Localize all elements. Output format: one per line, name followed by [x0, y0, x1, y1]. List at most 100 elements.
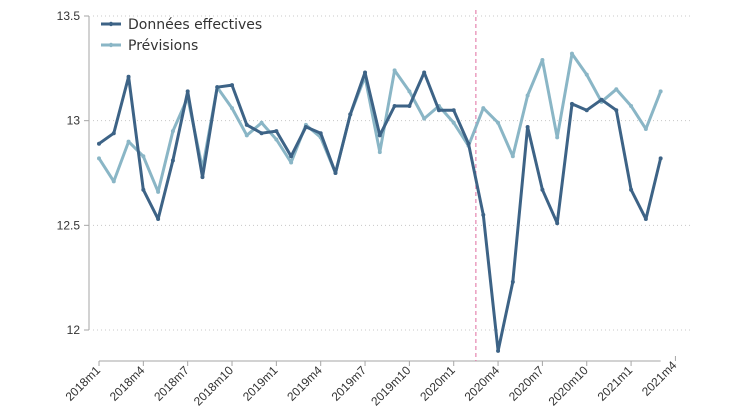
data-point [185, 89, 190, 94]
data-point [555, 135, 560, 140]
data-point [422, 116, 427, 121]
x-tick-label: 2019m4 [284, 363, 325, 404]
data-point [422, 70, 427, 75]
data-point [525, 124, 530, 129]
x-tick-label: 2019m1 [240, 363, 281, 404]
data-point [215, 85, 220, 90]
series-line [97, 52, 663, 194]
x-tick-label: 2019m10 [368, 363, 414, 409]
legend-marker-actual [108, 21, 114, 27]
y-tick-label: 12.5 [57, 218, 81, 232]
x-tick-label: 2018m7 [151, 363, 192, 404]
data-point [156, 217, 161, 222]
x-tick-label: 2021m1 [595, 363, 636, 404]
data-point [111, 131, 116, 136]
series-group [97, 51, 663, 353]
data-point [200, 175, 205, 180]
data-point [289, 154, 294, 159]
data-point [377, 133, 382, 138]
data-point [569, 51, 574, 56]
data-point [377, 150, 382, 155]
data-point [274, 137, 279, 142]
x-tick-label: 2020m10 [546, 363, 592, 409]
x-tick-label: 2020m1 [417, 363, 458, 404]
y-tick-label: 13 [67, 114, 81, 128]
data-point [289, 160, 294, 165]
x-tick-label: 2018m10 [191, 363, 237, 409]
x-tick-label: 2018m4 [107, 363, 148, 404]
x-tick-label: 2020m7 [506, 363, 547, 404]
x-tick-label: 2020m4 [462, 363, 503, 404]
data-point [392, 104, 397, 109]
legend-label-forecast: Prévisions [128, 38, 198, 54]
data-point [569, 101, 574, 106]
data-point [643, 127, 648, 132]
data-point [540, 57, 545, 62]
data-point [407, 104, 412, 109]
data-point [348, 112, 353, 117]
data-point [555, 221, 560, 226]
data-point [510, 154, 515, 159]
x-ticks: 2018m1 2018m4 2018m7 2018m10 2019m1 2019m4 201… [63, 356, 680, 409]
legend: Données effectives Prévisions [101, 17, 262, 54]
data-point [230, 83, 235, 88]
data-point [392, 68, 397, 73]
data-point [481, 212, 486, 217]
data-point [643, 217, 648, 222]
data-point [496, 120, 501, 125]
data-point [259, 131, 264, 136]
data-point [170, 158, 175, 163]
data-point [244, 133, 249, 138]
data-point [156, 189, 161, 194]
data-point [540, 187, 545, 192]
data-point [363, 70, 368, 75]
data-point [407, 89, 412, 94]
data-point [658, 89, 663, 94]
data-point [629, 104, 634, 109]
data-point [141, 154, 146, 159]
data-point [614, 87, 619, 92]
x-tick-label: 2019m7 [329, 363, 370, 404]
data-point [141, 187, 146, 192]
data-point [126, 139, 131, 144]
legend-marker-forecast [108, 42, 114, 48]
data-point [451, 108, 456, 113]
data-point [97, 141, 101, 146]
x-tick-label: 2021m4 [639, 358, 680, 399]
x-tick-label: 2018m1 [63, 363, 104, 404]
gridlines [93, 15, 690, 331]
data-point [525, 93, 530, 98]
data-point [259, 120, 264, 125]
data-point [126, 74, 131, 79]
data-point [318, 131, 323, 136]
y-tick-label: 13.5 [57, 9, 81, 23]
data-point [629, 187, 634, 192]
data-point [584, 72, 589, 77]
data-point [303, 124, 308, 129]
legend-label-actual: Données effectives [128, 17, 262, 33]
data-point [230, 106, 235, 111]
legend-item-forecast: Prévisions [101, 38, 198, 54]
data-point [496, 348, 501, 353]
data-point [451, 120, 456, 125]
y-tick-label: 12 [67, 323, 81, 337]
series-actual [97, 70, 663, 353]
data-point [466, 141, 471, 146]
data-point [481, 106, 486, 111]
data-point [170, 129, 175, 134]
data-point [584, 108, 589, 113]
legend-item-actual: Données effectives [101, 17, 262, 33]
data-point [244, 122, 249, 127]
data-point [436, 108, 441, 113]
data-point [97, 156, 101, 161]
data-point [274, 129, 279, 134]
data-point [111, 179, 116, 184]
data-point [333, 171, 338, 175]
data-point [599, 97, 604, 102]
y-ticks: 12 12.5 13 13.5 [57, 9, 89, 337]
data-point [510, 279, 515, 284]
series-line [97, 71, 663, 353]
data-point [658, 156, 663, 161]
data-point [614, 108, 619, 113]
